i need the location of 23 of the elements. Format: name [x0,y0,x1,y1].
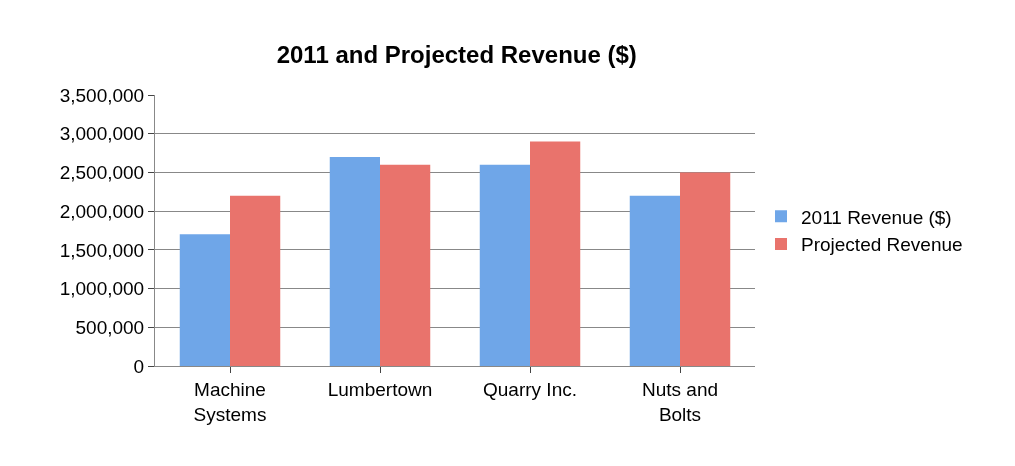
y-tick-label: 2,000,000 [59,200,145,222]
bar [179,234,230,366]
chart-title: 2011 and Projected Revenue ($) [276,41,637,69]
bar [380,164,431,366]
y-tick-label: 0 [133,355,145,377]
y-tick-label: 1,000,000 [59,278,145,300]
x-tick-label: Nuts and Bolts [641,378,719,425]
bar [329,156,380,366]
bar [230,195,281,366]
y-tick-label: 3,500,000 [59,84,145,106]
legend-label: 2011 Revenue ($) [801,206,952,228]
y-tick-label: 3,000,000 [59,123,145,145]
bar [629,195,680,366]
x-tick-label: Lumbertown [327,378,433,400]
y-tick-label: 1,500,000 [59,239,145,261]
bar [680,172,731,366]
legend-label: Projected Revenue [801,234,963,256]
y-tick-label: 500,000 [75,316,145,338]
y-tick-label: 2,500,000 [59,162,145,184]
bar [479,164,530,366]
bar [530,141,581,366]
x-tick-label: Machine Systems [193,378,267,425]
x-tick-label: Quarry Inc. [483,378,577,400]
